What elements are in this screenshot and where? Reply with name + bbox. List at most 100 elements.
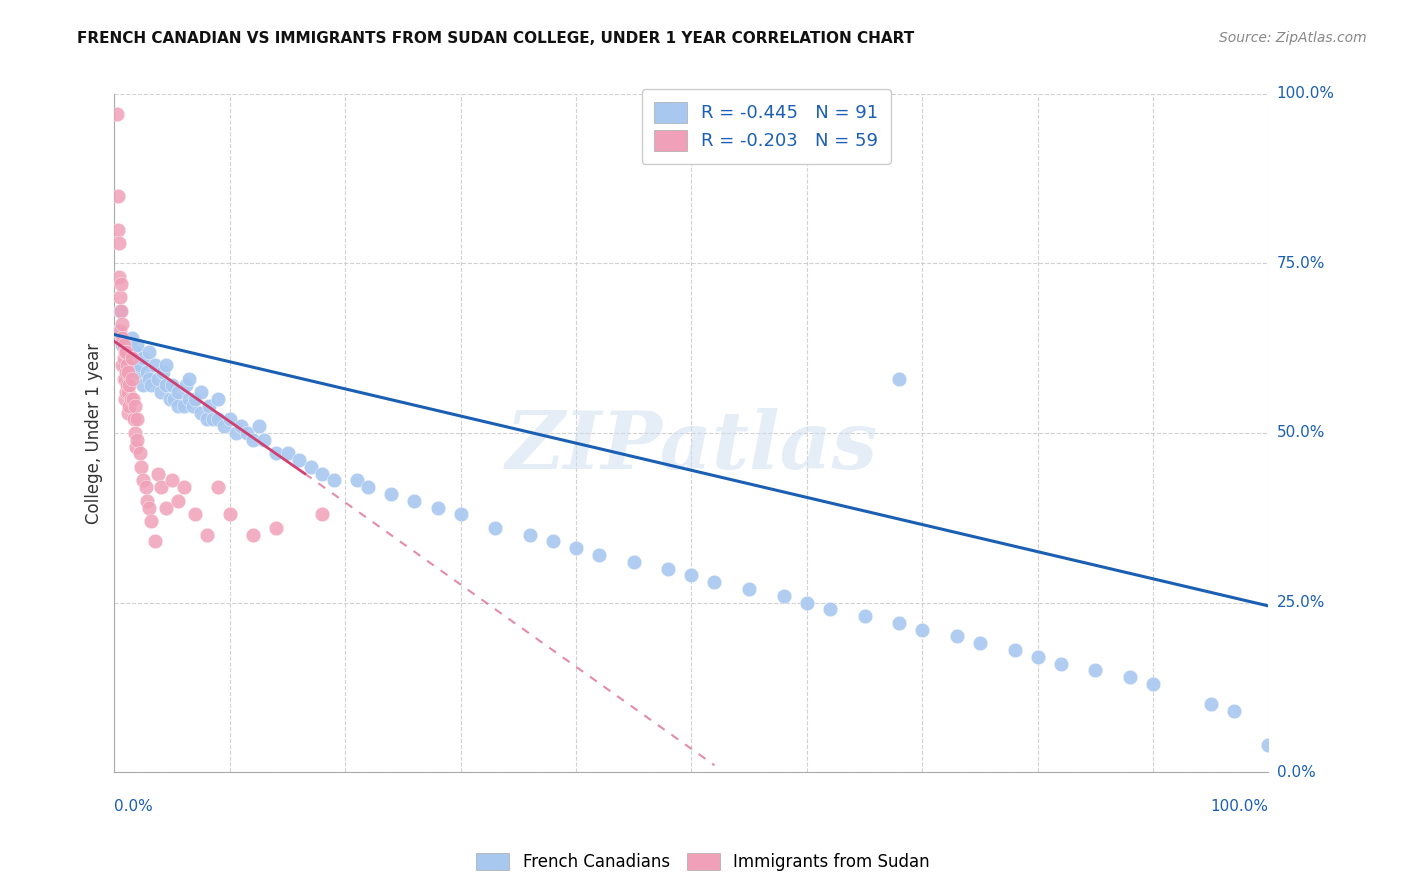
Point	[124, 399, 146, 413]
Point	[114, 344, 136, 359]
Point	[121, 351, 143, 366]
Point	[207, 412, 229, 426]
Point	[112, 351, 135, 366]
Point	[108, 270, 131, 285]
Point	[484, 521, 506, 535]
Point	[1142, 677, 1164, 691]
Point	[242, 433, 264, 447]
Point	[198, 399, 221, 413]
Point	[132, 474, 155, 488]
Point	[155, 378, 177, 392]
Point	[201, 412, 224, 426]
Point	[148, 467, 170, 481]
Point	[112, 338, 135, 352]
Point	[148, 372, 170, 386]
Text: 25.0%: 25.0%	[1277, 595, 1324, 610]
Point	[111, 331, 134, 345]
Point	[207, 480, 229, 494]
Point	[120, 392, 142, 406]
Point	[253, 433, 276, 447]
Text: Source: ZipAtlas.com: Source: ZipAtlas.com	[1219, 31, 1367, 45]
Point	[1026, 649, 1049, 664]
Point	[115, 385, 138, 400]
Point	[703, 575, 725, 590]
Point	[681, 568, 703, 582]
Point	[115, 344, 138, 359]
Point	[173, 480, 195, 494]
Point	[541, 534, 564, 549]
Point	[207, 392, 229, 406]
Point	[114, 372, 136, 386]
Text: 0.0%: 0.0%	[1277, 764, 1316, 780]
Point	[190, 385, 212, 400]
Point	[1223, 704, 1246, 718]
Point	[127, 433, 149, 447]
Point	[1199, 698, 1222, 712]
Point	[167, 399, 190, 413]
Point	[149, 385, 172, 400]
Point	[135, 493, 157, 508]
Point	[231, 419, 253, 434]
Point	[127, 338, 149, 352]
Point	[124, 425, 146, 440]
Point	[135, 480, 157, 494]
Point	[108, 290, 131, 304]
Text: FRENCH CANADIAN VS IMMIGRANTS FROM SUDAN COLLEGE, UNDER 1 YEAR CORRELATION CHART: FRENCH CANADIAN VS IMMIGRANTS FROM SUDAN…	[77, 31, 914, 46]
Point	[125, 440, 148, 454]
Point	[276, 446, 298, 460]
Point	[122, 412, 145, 426]
Legend: R = -0.445   N = 91, R = -0.203   N = 59: R = -0.445 N = 91, R = -0.203 N = 59	[641, 89, 891, 163]
Point	[853, 609, 876, 624]
Point	[115, 365, 138, 379]
Point	[450, 508, 472, 522]
Point	[117, 372, 139, 386]
Point	[184, 508, 207, 522]
Text: 0.0%: 0.0%	[114, 799, 153, 814]
Point	[179, 392, 201, 406]
Point	[108, 324, 131, 338]
Point	[212, 419, 235, 434]
Point	[236, 425, 259, 440]
Point	[110, 277, 132, 291]
Point	[519, 527, 541, 541]
Point	[128, 446, 150, 460]
Point	[143, 358, 166, 372]
Point	[1004, 643, 1026, 657]
Point	[124, 344, 146, 359]
Point	[1257, 738, 1279, 752]
Point	[121, 331, 143, 345]
Point	[738, 582, 761, 596]
Point	[138, 372, 160, 386]
Point	[117, 385, 139, 400]
Point	[380, 487, 402, 501]
Point	[1084, 664, 1107, 678]
Legend: French Canadians, Immigrants from Sudan: French Canadians, Immigrants from Sudan	[468, 845, 938, 880]
Point	[128, 358, 150, 372]
Point	[127, 365, 149, 379]
Point	[404, 493, 426, 508]
Point	[969, 636, 991, 650]
Point	[195, 527, 218, 541]
Point	[138, 500, 160, 515]
Point	[946, 629, 969, 643]
Point	[426, 500, 449, 515]
Point	[143, 534, 166, 549]
Y-axis label: College, Under 1 year: College, Under 1 year	[86, 343, 103, 524]
Point	[190, 406, 212, 420]
Point	[118, 399, 141, 413]
Point	[818, 602, 841, 616]
Point	[889, 615, 911, 630]
Point	[173, 399, 195, 413]
Point	[657, 561, 679, 575]
Point	[346, 474, 368, 488]
Point	[155, 358, 177, 372]
Point	[132, 378, 155, 392]
Point	[167, 493, 190, 508]
Point	[122, 358, 145, 372]
Point	[118, 351, 141, 366]
Point	[1119, 670, 1142, 684]
Point	[115, 358, 138, 372]
Point	[299, 459, 322, 474]
Point	[184, 392, 207, 406]
Point	[911, 623, 934, 637]
